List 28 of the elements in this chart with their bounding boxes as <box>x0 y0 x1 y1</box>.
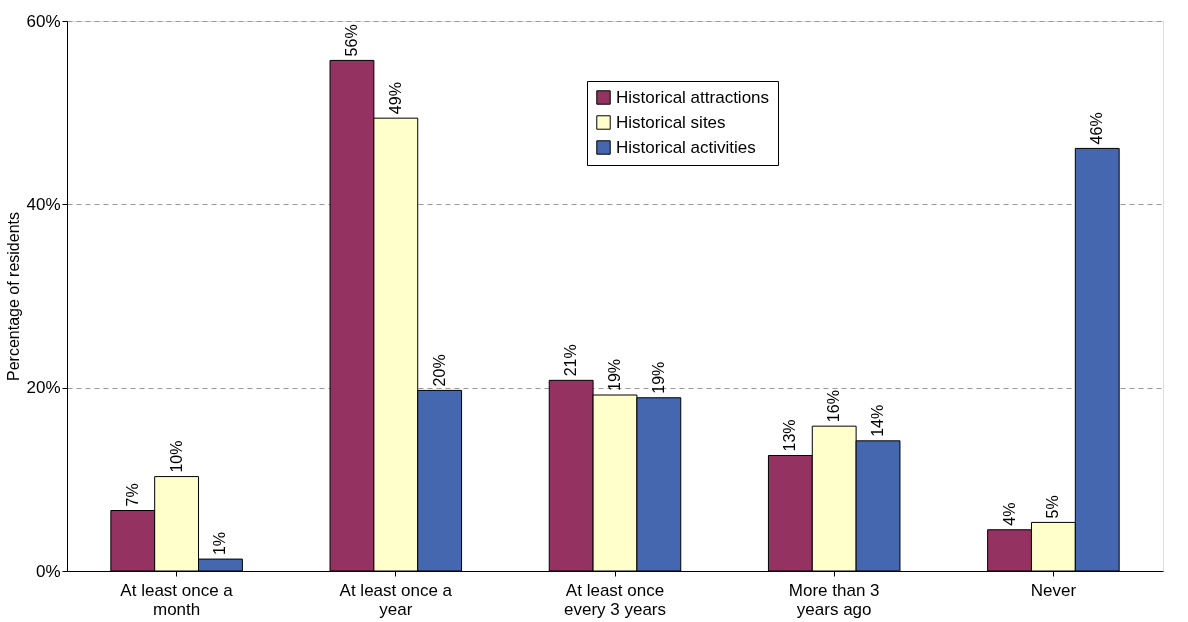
y-axis-title: Percentage of residents <box>5 212 23 381</box>
data-label: 46% <box>1088 112 1106 145</box>
data-label: 19% <box>649 361 667 394</box>
data-label: 19% <box>606 358 623 391</box>
y-tick-label: 60% <box>26 11 61 31</box>
x-tick-label: More than 3 years ago <box>788 580 880 619</box>
data-label: 16% <box>825 390 843 423</box>
x-tick-label: Never <box>1030 580 1077 600</box>
x-tick-label: At least once a month <box>120 580 234 619</box>
data-label: 49% <box>386 82 404 115</box>
legend-label: Historical activities <box>616 137 756 157</box>
data-label: 20% <box>430 354 448 387</box>
y-tick-label: 0% <box>35 561 61 581</box>
data-label: 56% <box>342 24 360 57</box>
data-label: 10% <box>167 440 185 473</box>
data-label: 21% <box>562 344 580 377</box>
data-label: 1% <box>211 531 229 556</box>
x-tick-label: At least once every 3 years <box>563 580 667 619</box>
data-label: 5% <box>1044 495 1062 519</box>
data-label: 14% <box>869 404 887 437</box>
y-tick-label: 20% <box>26 378 61 398</box>
legend-label: Historical sites <box>616 112 726 132</box>
y-tick-label: 40% <box>26 194 61 214</box>
data-label: 13% <box>781 419 799 452</box>
x-tick-label: At least once a year <box>339 580 453 619</box>
data-label: 7% <box>123 483 141 507</box>
legend-label: Historical attractions <box>616 87 770 107</box>
data-label: 4% <box>1000 502 1018 526</box>
